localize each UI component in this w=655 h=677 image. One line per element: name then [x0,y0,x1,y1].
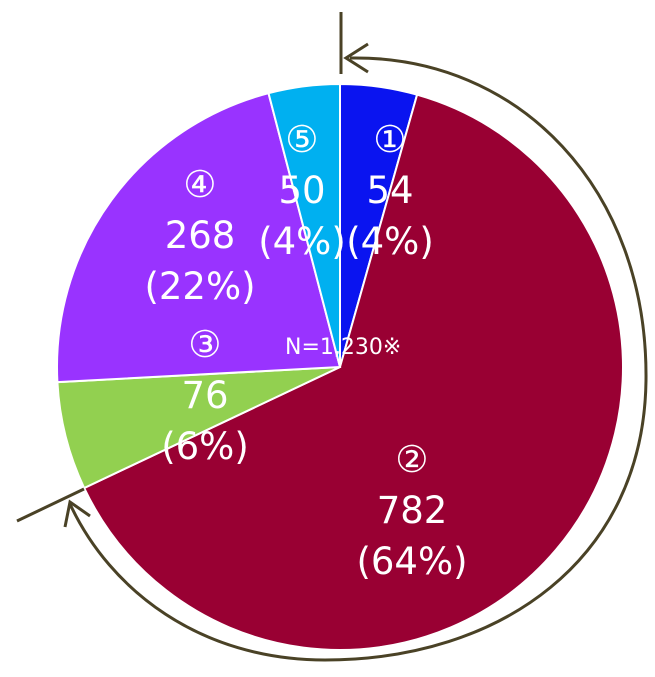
slice-2-percent-label: (64%) [356,540,467,583]
annotation-layer [16,12,648,662]
slice-1-marker: ① [373,118,406,161]
slices-layer [56,82,624,651]
annotation-arc [68,56,648,662]
pie-slice-2 [82,93,624,651]
slice-3-percent-label: (6%) [161,425,249,468]
slice-1-value-label: 54 [366,169,413,212]
labels-layer: ① 54 (4%) ② 782 (64%) ③ 76 (6%) ④ 268 (22%) ⑤ 50 (4%) [144,118,467,583]
center-label: N=1,230※ [285,335,401,360]
pie-slice-4 [56,91,342,384]
pie-slice-5 [267,82,341,368]
slice-3-value-label: 76 [181,374,228,417]
left-tick-line [16,487,85,523]
slice-3-marker: ③ [188,323,221,366]
slice-5-value-label: 50 [278,169,325,212]
slice-5-marker: ⑤ [285,118,318,161]
slice-4-value-label: 268 [165,214,236,257]
slice-4-marker: ④ [183,163,216,206]
slice-1-percent-label: (4%) [346,220,434,263]
slice-2-marker: ② [395,438,428,481]
slice-5-percent-label: (4%) [258,220,346,263]
top-arrowhead [343,42,369,74]
left-arrowhead [63,499,91,528]
slice-2-value-label: 782 [377,489,448,532]
slice-4-percent-label: (22%) [144,265,255,308]
